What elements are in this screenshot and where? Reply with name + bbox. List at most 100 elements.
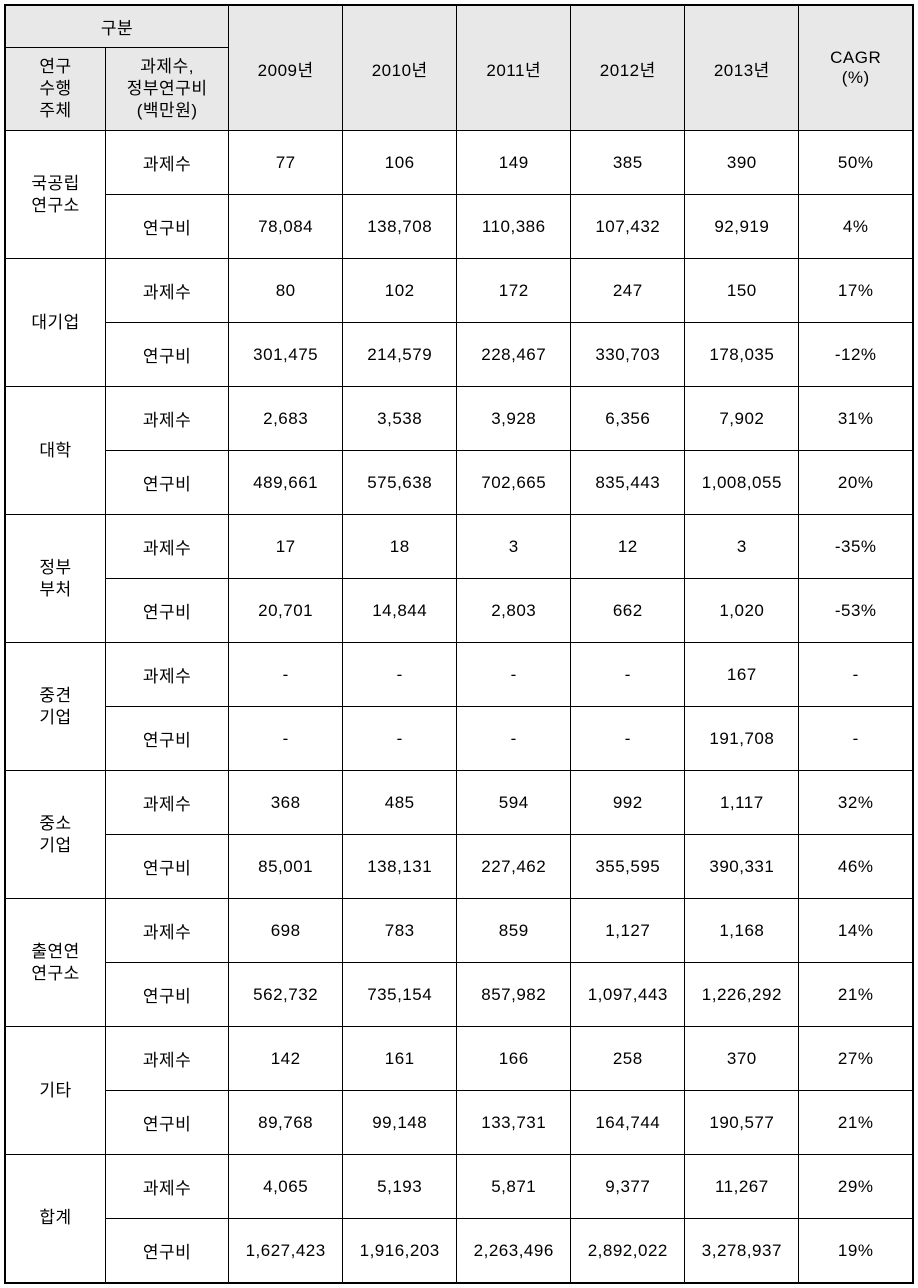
value-cell: 3,278,937 xyxy=(685,1219,799,1283)
category-cell: 대학 xyxy=(5,387,106,515)
category-cell: 합계 xyxy=(5,1155,106,1283)
value-cell: 138,708 xyxy=(343,195,457,259)
value-cell: 133,731 xyxy=(457,1091,571,1155)
table-row: 연구비562,732735,154857,9821,097,4431,226,2… xyxy=(5,963,913,1027)
cagr-cell: 21% xyxy=(799,1091,913,1155)
value-cell: 18 xyxy=(343,515,457,579)
value-cell: 3 xyxy=(685,515,799,579)
cagr-cell: 46% xyxy=(799,835,913,899)
value-cell: 11,267 xyxy=(685,1155,799,1219)
metric-label: 과제수 xyxy=(106,899,229,963)
table-row: 연구비78,084138,708110,386107,43292,9194% xyxy=(5,195,913,259)
value-cell: 575,638 xyxy=(343,451,457,515)
table-row: 중견기업과제수----167- xyxy=(5,643,913,707)
value-cell: 78,084 xyxy=(229,195,343,259)
value-cell: 80 xyxy=(229,259,343,323)
value-cell: 385 xyxy=(571,131,685,195)
cagr-cell: 21% xyxy=(799,963,913,1027)
cagr-cell: 32% xyxy=(799,771,913,835)
value-cell: 85,001 xyxy=(229,835,343,899)
value-cell: 1,627,423 xyxy=(229,1219,343,1283)
value-cell: 857,982 xyxy=(457,963,571,1027)
value-cell: 390,331 xyxy=(685,835,799,899)
header-year-2011: 2011년 xyxy=(457,5,571,131)
table-row: 연구비1,627,4231,916,2032,263,4962,892,0223… xyxy=(5,1219,913,1283)
header-year-2012: 2012년 xyxy=(571,5,685,131)
value-cell: 14,844 xyxy=(343,579,457,643)
value-cell: 190,577 xyxy=(685,1091,799,1155)
table-row: 국공립연구소과제수7710614938539050% xyxy=(5,131,913,195)
value-cell: 166 xyxy=(457,1027,571,1091)
header-year-2010: 2010년 xyxy=(343,5,457,131)
value-cell: 106 xyxy=(343,131,457,195)
value-cell: 12 xyxy=(571,515,685,579)
header-year-2009: 2009년 xyxy=(229,5,343,131)
metric-label: 과제수 xyxy=(106,771,229,835)
value-cell: 161 xyxy=(343,1027,457,1091)
value-cell: 562,732 xyxy=(229,963,343,1027)
metric-label: 연구비 xyxy=(106,963,229,1027)
metric-label: 과제수 xyxy=(106,643,229,707)
metric-label: 연구비 xyxy=(106,1091,229,1155)
value-cell: 485 xyxy=(343,771,457,835)
table-row: 대기업과제수8010217224715017% xyxy=(5,259,913,323)
category-cell: 출연연연구소 xyxy=(5,899,106,1027)
value-cell: 214,579 xyxy=(343,323,457,387)
cagr-cell: 4% xyxy=(799,195,913,259)
table-row: 연구비20,70114,8442,8036621,020-53% xyxy=(5,579,913,643)
cagr-cell: 31% xyxy=(799,387,913,451)
cagr-cell: -12% xyxy=(799,323,913,387)
value-cell: 835,443 xyxy=(571,451,685,515)
value-cell: 594 xyxy=(457,771,571,835)
value-cell: 2,803 xyxy=(457,579,571,643)
table-row: 합계과제수4,0655,1935,8719,37711,26729% xyxy=(5,1155,913,1219)
metric-label: 연구비 xyxy=(106,835,229,899)
value-cell: 390 xyxy=(685,131,799,195)
category-cell: 국공립연구소 xyxy=(5,131,106,259)
metric-label: 연구비 xyxy=(106,323,229,387)
value-cell: 5,871 xyxy=(457,1155,571,1219)
cagr-cell: 29% xyxy=(799,1155,913,1219)
value-cell: 164,744 xyxy=(571,1091,685,1155)
value-cell: 7,902 xyxy=(685,387,799,451)
value-cell: 1,127 xyxy=(571,899,685,963)
value-cell: - xyxy=(343,643,457,707)
value-cell: 330,703 xyxy=(571,323,685,387)
value-cell: 77 xyxy=(229,131,343,195)
header-metric: 과제수,정부연구비(백만원) xyxy=(106,48,229,131)
table-row: 연구비489,661575,638702,665835,4431,008,055… xyxy=(5,451,913,515)
value-cell: 370 xyxy=(685,1027,799,1091)
table-row: 출연연연구소과제수6987838591,1271,16814% xyxy=(5,899,913,963)
value-cell: 698 xyxy=(229,899,343,963)
value-cell: 89,768 xyxy=(229,1091,343,1155)
value-cell: 110,386 xyxy=(457,195,571,259)
value-cell: 150 xyxy=(685,259,799,323)
cagr-cell: - xyxy=(799,643,913,707)
table-row: 연구비89,76899,148133,731164,744190,57721% xyxy=(5,1091,913,1155)
category-cell: 기타 xyxy=(5,1027,106,1155)
value-cell: 702,665 xyxy=(457,451,571,515)
value-cell: 142 xyxy=(229,1027,343,1091)
value-cell: 149 xyxy=(457,131,571,195)
value-cell: 783 xyxy=(343,899,457,963)
value-cell: 17 xyxy=(229,515,343,579)
cagr-cell: 14% xyxy=(799,899,913,963)
value-cell: 1,168 xyxy=(685,899,799,963)
cagr-cell: -35% xyxy=(799,515,913,579)
value-cell: 227,462 xyxy=(457,835,571,899)
value-cell: 4,065 xyxy=(229,1155,343,1219)
value-cell: - xyxy=(229,707,343,771)
value-cell: - xyxy=(229,643,343,707)
table-row: 연구비301,475214,579228,467330,703178,035-1… xyxy=(5,323,913,387)
metric-label: 과제수 xyxy=(106,259,229,323)
value-cell: 247 xyxy=(571,259,685,323)
category-cell: 중소기업 xyxy=(5,771,106,899)
value-cell: 172 xyxy=(457,259,571,323)
category-cell: 중견기업 xyxy=(5,643,106,771)
table-row: 중소기업과제수3684855949921,11732% xyxy=(5,771,913,835)
value-cell: 662 xyxy=(571,579,685,643)
value-cell: - xyxy=(571,643,685,707)
metric-label: 연구비 xyxy=(106,451,229,515)
value-cell: 228,467 xyxy=(457,323,571,387)
value-cell: 167 xyxy=(685,643,799,707)
